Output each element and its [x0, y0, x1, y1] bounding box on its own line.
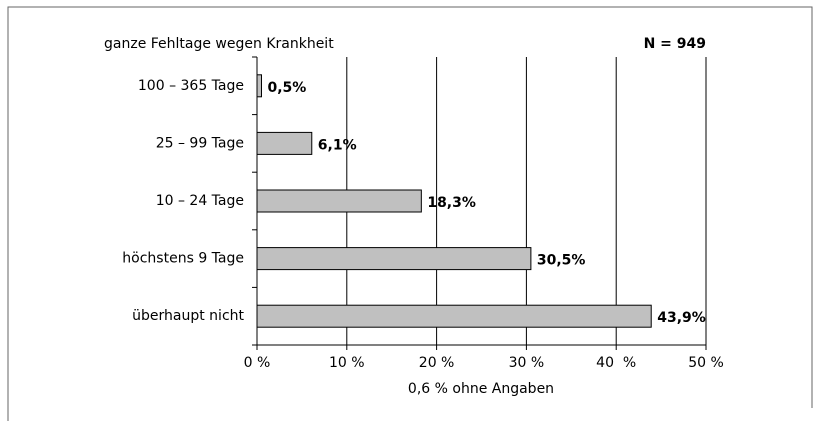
x-tick-label: 30 % [509, 355, 545, 371]
note: 0,6 % ohne Angaben [408, 381, 554, 397]
y-tick-label: 10 – 24 Tage [156, 193, 244, 209]
value-label: 18,3% [427, 195, 476, 211]
bar [256, 189, 422, 213]
y-tick-label: überhaupt nicht [132, 308, 244, 324]
bar [256, 247, 532, 271]
x-tick-label: 10 % [329, 355, 365, 371]
y-tick-label: höchstens 9 Tage [122, 251, 244, 267]
bar [256, 304, 652, 328]
x-tick-label: 50 % [688, 355, 724, 371]
x-tick-label: 20 % [419, 355, 455, 371]
value-label: 6,1% [318, 137, 357, 153]
value-label: 30,5% [537, 253, 586, 269]
value-label: 0,5% [267, 80, 306, 96]
value-label: 43,9% [657, 310, 706, 326]
frame [7, 6, 813, 421]
y-tick-label: 25 – 99 Tage [156, 135, 244, 151]
sample-size: N = 949 [644, 36, 706, 52]
y-tick-label: 100 – 365 Tage [138, 78, 244, 94]
bar [256, 74, 262, 98]
bar [256, 131, 313, 155]
x-tick-label: 40 % [596, 355, 636, 371]
chart-title: ganze Fehltage wegen Krankheit [104, 36, 334, 52]
x-tick-label: 0 % [244, 355, 271, 371]
